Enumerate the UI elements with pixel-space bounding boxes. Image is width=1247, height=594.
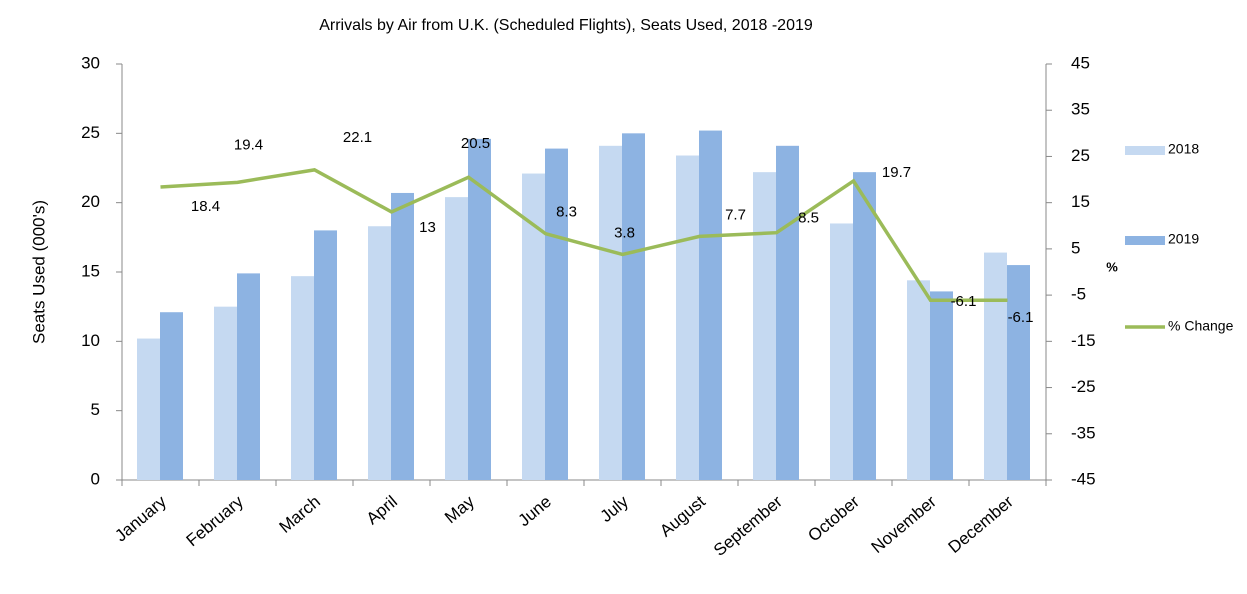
bar <box>699 130 722 480</box>
y2-tick-label: -5 <box>1071 285 1086 304</box>
data-label: 13 <box>419 219 436 236</box>
x-tick-label: February <box>183 492 248 551</box>
data-label: 3.8 <box>614 224 635 241</box>
y2-tick-label: 15 <box>1071 192 1090 211</box>
bar <box>545 148 568 480</box>
line <box>160 168 1008 302</box>
data-label: 19.4 <box>234 136 263 153</box>
bar <box>160 312 183 480</box>
bar <box>776 145 799 480</box>
x-tick-label: August <box>656 492 709 541</box>
bar <box>468 138 491 480</box>
bar <box>622 133 645 481</box>
bar <box>853 172 876 480</box>
legend-label: 2018 <box>1168 141 1199 157</box>
y2-tick-label: -25 <box>1071 377 1096 396</box>
legend-label: 2019 <box>1168 231 1199 247</box>
bar <box>907 280 930 480</box>
y-axis-label: Seats Used (000's) <box>29 200 48 344</box>
data-label: -6.1 <box>1008 309 1034 326</box>
y-tick-label: 0 <box>91 469 100 488</box>
x-tick-label: June <box>514 492 554 530</box>
x-tick-label: September <box>710 492 786 560</box>
y2-tick-label: 25 <box>1071 146 1090 165</box>
bar <box>237 273 260 480</box>
bar <box>1007 265 1030 480</box>
data-label: 8.5 <box>798 210 819 227</box>
bar <box>522 173 545 480</box>
bar <box>314 230 337 480</box>
data-label: 19.7 <box>882 164 911 181</box>
data-label: 8.3 <box>556 204 577 221</box>
x-tick-label: November <box>868 492 941 557</box>
data-label: 7.7 <box>725 206 746 223</box>
y-tick-label: 25 <box>81 123 100 142</box>
x-tick-label: March <box>276 492 324 537</box>
x-tick-label: May <box>441 492 478 528</box>
y-tick-label: 10 <box>81 331 100 350</box>
y2-tick-label: 5 <box>1071 238 1080 257</box>
x-tick-label: December <box>945 492 1018 557</box>
bar <box>368 226 391 480</box>
data-label: 22.1 <box>343 129 372 146</box>
legend-swatch <box>1125 236 1165 245</box>
bar <box>676 155 699 480</box>
bar <box>137 338 160 480</box>
y2-tick-label: -15 <box>1071 331 1096 350</box>
y2-tick-label: 35 <box>1071 100 1090 119</box>
data-label: -6.1 <box>951 293 977 310</box>
y2-tick-label: 45 <box>1071 53 1090 72</box>
legend-label: % Change <box>1168 318 1234 334</box>
y2-tick-label: -35 <box>1071 423 1096 442</box>
bar <box>753 172 776 480</box>
bar <box>984 252 1007 480</box>
bar <box>391 192 414 480</box>
data-label: 18.4 <box>191 198 220 215</box>
y-tick-label: 15 <box>81 261 100 280</box>
bar <box>930 291 953 480</box>
x-tick-label: October <box>804 492 863 546</box>
y2-tick-label: -45 <box>1071 469 1096 488</box>
legend-swatch <box>1125 146 1165 155</box>
bar <box>445 197 468 480</box>
y-tick-label: 30 <box>81 53 100 72</box>
data-label: 20.5 <box>461 135 490 152</box>
x-tick-label: July <box>597 492 633 526</box>
bar <box>599 145 622 480</box>
x-tick-label: April <box>363 492 401 528</box>
bar <box>291 276 314 480</box>
y-tick-label: 20 <box>81 192 100 211</box>
chart-title: Arrivals by Air from U.K. (Scheduled Fli… <box>319 17 813 34</box>
x-tick-label: January <box>111 492 170 546</box>
y-tick-label: 5 <box>91 400 100 419</box>
bar <box>830 223 853 480</box>
bar <box>214 306 237 480</box>
y2-axis-label: % <box>1106 259 1118 274</box>
